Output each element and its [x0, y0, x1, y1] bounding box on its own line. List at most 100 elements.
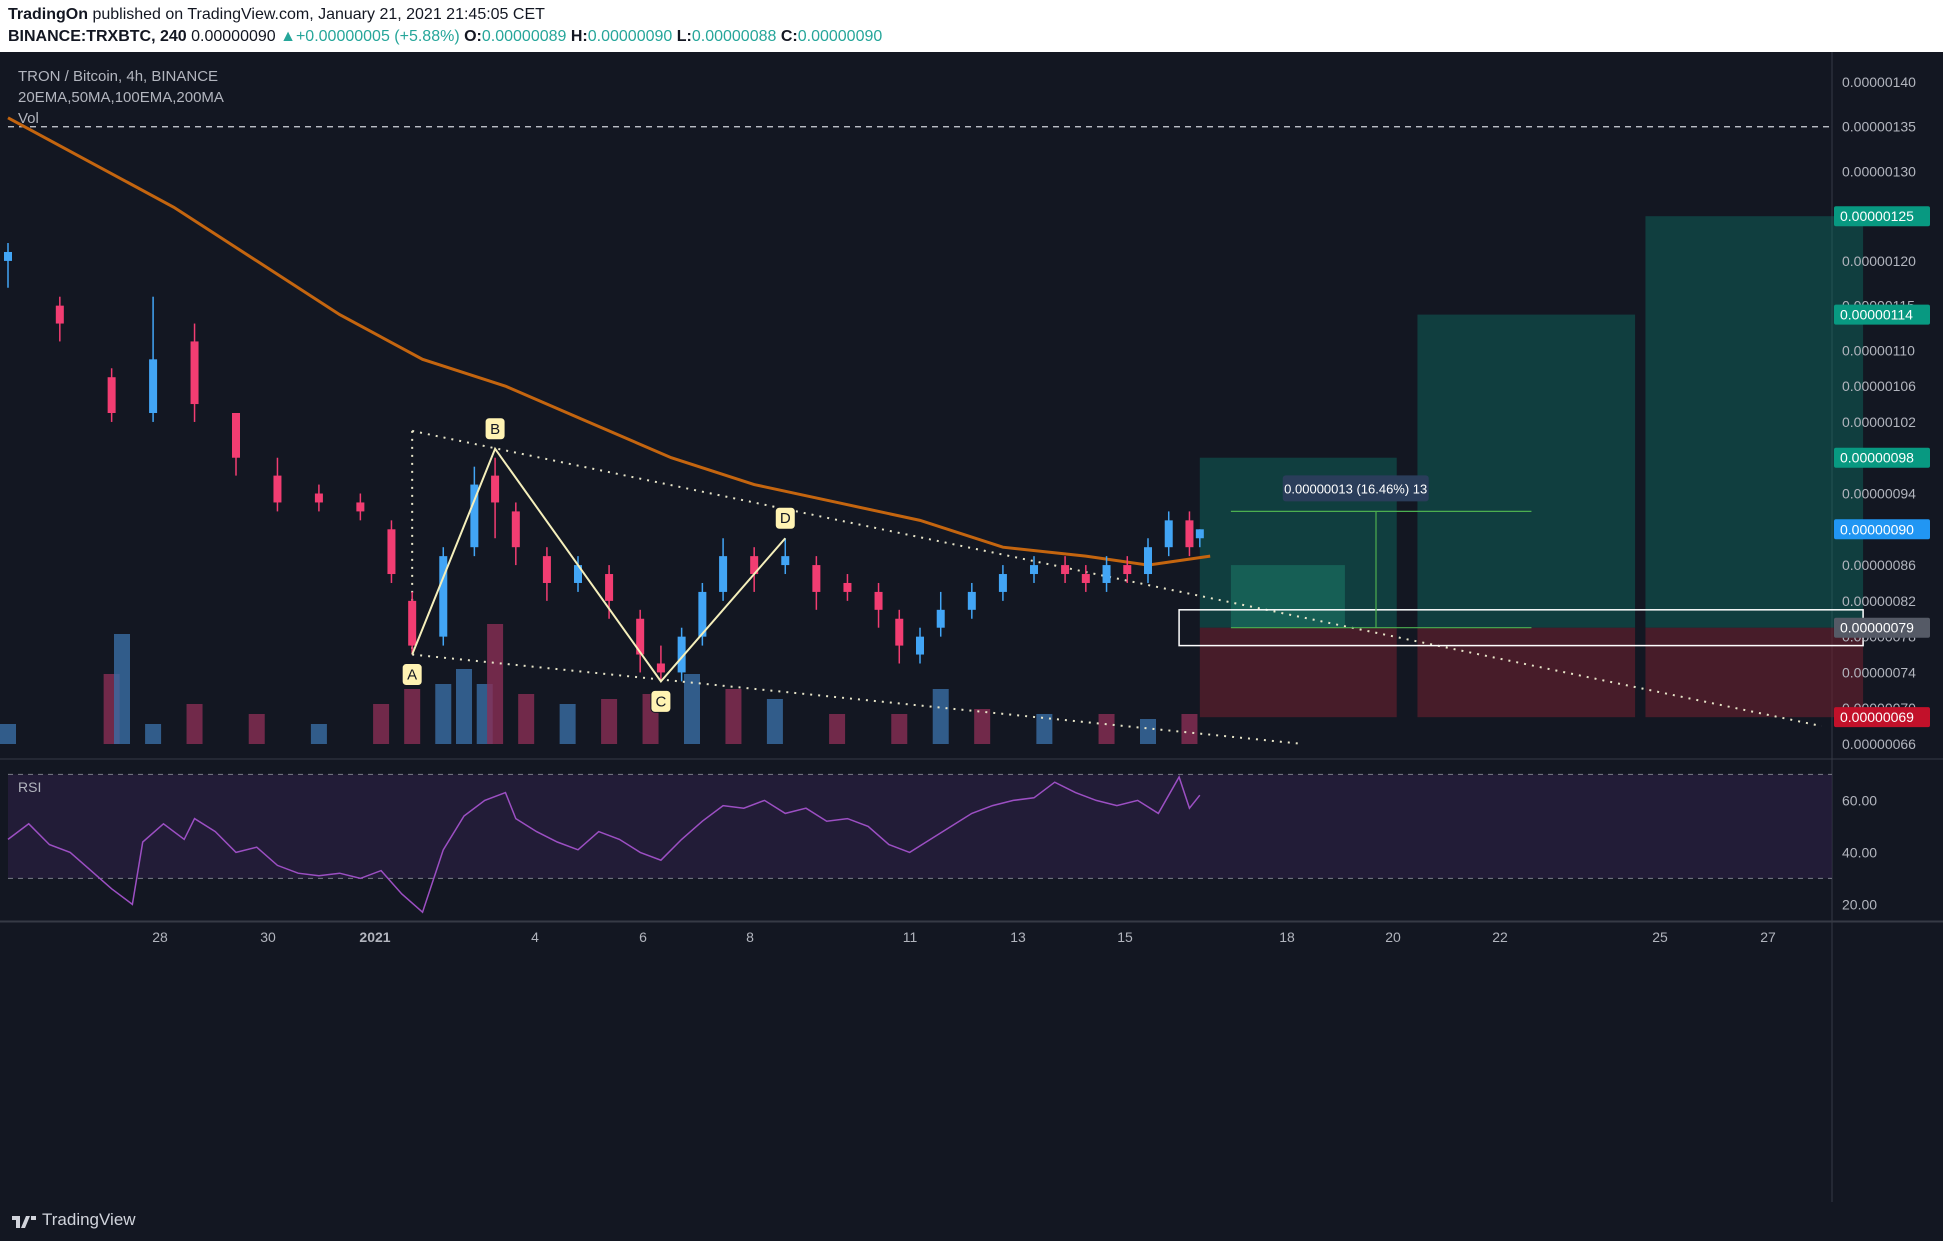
time-axis-label: 30	[260, 929, 276, 945]
price-tag	[1834, 519, 1930, 540]
lower-trendline	[412, 653, 1304, 745]
profit-zone	[1417, 314, 1636, 628]
candle-body	[1061, 565, 1070, 575]
volume-bar	[0, 724, 16, 744]
time-axis-label: 18	[1279, 929, 1295, 945]
tradingview-logo-icon	[12, 1216, 36, 1228]
time-axis-label: 15	[1117, 929, 1133, 945]
price-axis-label: 0.00000094	[1842, 486, 1916, 502]
candle-body	[1164, 520, 1173, 548]
price-tag-label: 0.00000090	[1840, 521, 1914, 537]
publisher-name[interactable]: TradingOn	[8, 6, 88, 23]
candle-body	[874, 591, 883, 610]
price-tag-label: 0.00000069	[1840, 709, 1914, 725]
time-axis-label: 22	[1492, 929, 1508, 945]
candle-body	[314, 493, 323, 503]
loss-zone	[1645, 627, 1864, 718]
rsi-band	[8, 774, 1832, 879]
volume-bar	[248, 714, 265, 744]
time-axis-label: 2021	[359, 929, 390, 945]
upper-trendline	[411, 429, 1822, 728]
legend-indicators[interactable]: 20EMA,50MA,100EMA,200MA	[18, 89, 224, 106]
candle-body	[936, 609, 945, 628]
price-tag	[1834, 617, 1930, 638]
volume-bar	[456, 669, 472, 744]
chart-frame[interactable]	[0, 52, 1943, 1202]
volume-bar	[601, 699, 618, 744]
rsi-axis-label: 20.00	[1842, 896, 1877, 912]
time-axis-label: 8	[746, 929, 754, 945]
volume-bar	[310, 724, 327, 744]
candle-body	[1185, 520, 1194, 548]
pattern-point-label-a: A	[407, 667, 417, 684]
price-axis-label: 0.00000130	[1842, 163, 1916, 179]
pattern-point-label-b: B	[490, 421, 500, 438]
volume-bar	[1181, 714, 1198, 744]
candle-body	[4, 251, 12, 261]
legend-title[interactable]: TRON / Bitcoin, 4h, BINANCE	[18, 68, 219, 85]
price-tag-label: 0.00000114	[1840, 307, 1913, 323]
candle-body	[895, 618, 904, 646]
loss-zone	[1199, 627, 1397, 718]
volume-bar	[891, 714, 908, 744]
ma200-line	[7, 116, 1211, 567]
time-axis-label: 20	[1385, 929, 1401, 945]
candle-body	[843, 582, 852, 592]
candle-body	[656, 663, 665, 673]
volume-bar	[766, 699, 783, 744]
candle-body	[55, 305, 64, 324]
candle-body	[190, 341, 199, 405]
abcd-pattern-line	[411, 446, 787, 683]
price-axis-label: 0.00000110	[1842, 342, 1915, 358]
price-tag-label: 0.00000125	[1840, 208, 1914, 224]
volume-bar	[186, 704, 203, 744]
candle-body	[698, 591, 707, 637]
candle-body	[356, 502, 365, 512]
close-value: 0.00000090	[797, 28, 883, 45]
volume-bar	[725, 689, 742, 744]
price-axis-label: 0.00000086	[1842, 557, 1916, 573]
rsi-label: RSI	[18, 779, 41, 795]
candle-body	[470, 484, 479, 548]
pattern-point-badge	[650, 689, 672, 713]
pattern-point-badge	[484, 417, 506, 441]
active-profit-zone	[1230, 565, 1345, 628]
footer-brand[interactable]: TradingView	[42, 1210, 136, 1229]
volume-bar	[974, 709, 991, 744]
volume-bar	[435, 684, 452, 744]
time-axis-label: 13	[1010, 929, 1026, 945]
last-price: 0.00000090	[191, 28, 276, 45]
rsi-axis-label: 40.00	[1842, 844, 1877, 860]
time-axis-label: 6	[639, 929, 647, 945]
candle-body	[408, 600, 417, 646]
price-chart[interactable]: A B C D 0.00000013 (16.46%) 13 0.00000140 0.00…	[0, 52, 1943, 1202]
rsi-axis-label: 60.00	[1842, 792, 1877, 808]
candle-body	[636, 618, 645, 655]
price-tag	[1834, 304, 1930, 325]
price-tag	[1834, 447, 1930, 468]
candle-body	[677, 636, 686, 673]
volume-bar	[684, 674, 700, 744]
price-axis-label: 0.00000082	[1842, 593, 1916, 609]
price-axis-label: 0.00000066	[1842, 736, 1916, 752]
open-value: 0.00000089	[481, 28, 567, 45]
legend-volume[interactable]: Vol	[18, 110, 39, 127]
price-tag	[1834, 206, 1930, 227]
candle-body	[967, 591, 976, 610]
candle-body	[1123, 565, 1132, 575]
candle-body	[149, 359, 158, 413]
time-axis-label: 25	[1652, 929, 1668, 945]
pattern-point-label-c: C	[655, 693, 666, 710]
price-tag-label: 0.00000098	[1840, 450, 1914, 466]
candle-body	[719, 556, 728, 592]
pattern-point-badge	[774, 506, 796, 530]
candle-body	[812, 565, 821, 592]
measure-label-box	[1282, 475, 1429, 502]
price-axis-label: 0.00000135	[1842, 119, 1916, 135]
price-axis-label: 0.00000106	[1842, 378, 1916, 394]
loss-zone	[1417, 627, 1636, 718]
volume-bar	[518, 694, 535, 744]
candle-body	[605, 574, 614, 601]
high-value: 0.00000090	[587, 28, 673, 45]
publish-header: TradingOn published on TradingView.com, …	[0, 0, 1943, 52]
